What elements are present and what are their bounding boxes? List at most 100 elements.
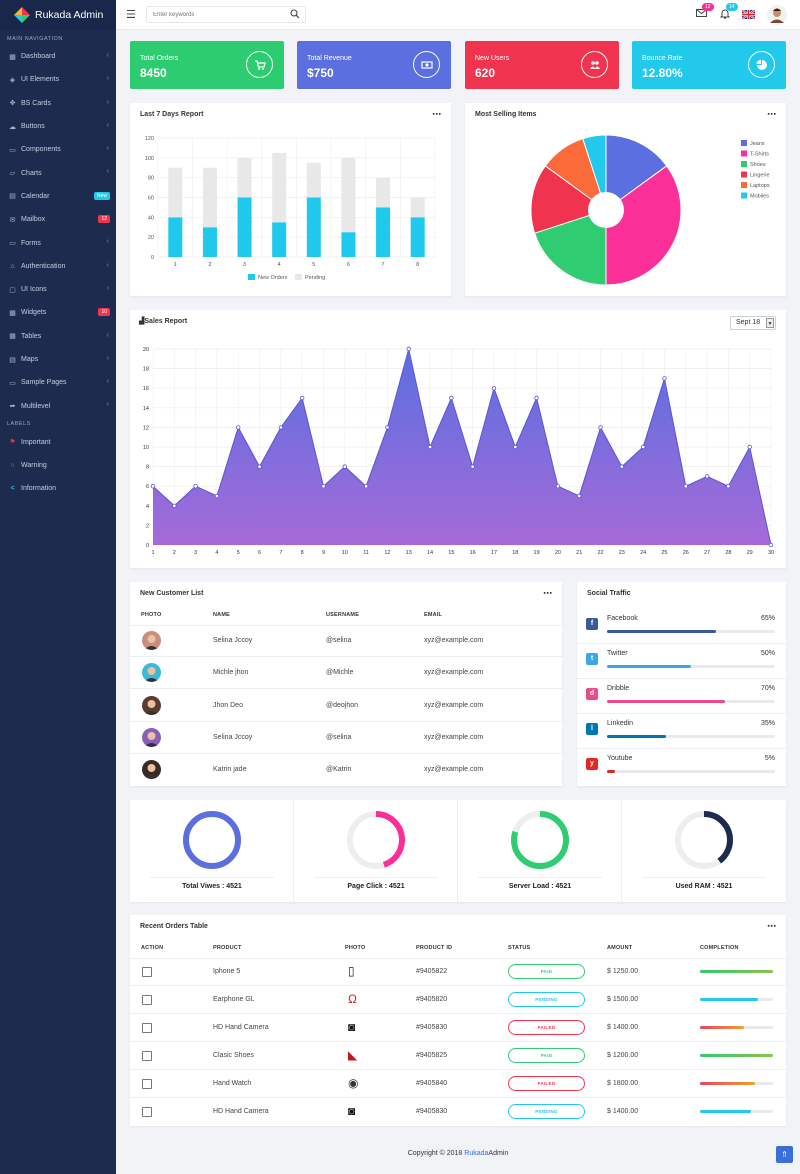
data-point[interactable] [449,395,454,401]
sidebar-item-tables[interactable]: ▦ Tables ‹ [0,325,116,348]
row-checkbox[interactable] [142,1107,152,1117]
data-point[interactable] [555,483,561,489]
customer-menu-icon[interactable]: ⋯ [543,588,552,598]
data-point[interactable] [406,346,411,352]
table-row[interactable]: Katrin jade @Katrin xyz@example.com [130,754,562,786]
bar-pending[interactable] [237,157,252,198]
customer-email[interactable]: xyz@example.com [424,637,484,644]
sidebar-item-calendar[interactable]: ▤ Calendar New [0,185,116,208]
row-checkbox[interactable] [142,1023,152,1033]
language-button[interactable] [741,9,756,21]
bar-pending[interactable] [410,197,425,218]
sidebar-item-components[interactable]: ▭ Components ‹ [0,138,116,161]
stat-card-bounce-rate[interactable]: Bounce Rate 12.80% [632,41,786,89]
sidebar-item-buttons[interactable]: ☁ Buttons ‹ [0,115,116,138]
data-point[interactable] [299,395,305,401]
customer-email[interactable]: xyz@example.com [424,701,484,709]
social-item-dribble[interactable]: d Dribble 70% [577,682,786,716]
selling-menu-icon[interactable]: ⋯ [767,109,776,119]
bar-pending[interactable] [272,152,287,223]
mail-button[interactable]: 12 [696,3,714,20]
stat-card-total-orders[interactable]: Total Orders 8450 [130,41,284,89]
bar-new-orders[interactable] [168,217,183,257]
social-item-twitter[interactable]: t Twitter 50% [577,647,786,681]
row-checkbox[interactable] [142,1079,152,1089]
period-select[interactable]: Sept 18 ▼ [730,316,776,330]
bar-new-orders[interactable] [237,197,252,258]
sidebar-item-maps[interactable]: ▤ Maps ‹ [0,348,116,371]
data-point[interactable] [363,483,369,489]
data-point[interactable] [257,464,262,469]
data-point[interactable] [385,425,390,430]
bar-pending[interactable] [341,157,356,233]
pie-slice-lingerie[interactable] [530,165,608,234]
customer-email[interactable]: xyz@example.com [424,733,484,741]
menu-toggle-icon[interactable]: ☰ [126,9,136,21]
sidebar-item-forms[interactable]: ▭ Forms ‹ [0,231,116,254]
data-point[interactable] [236,425,241,430]
data-point[interactable] [193,483,198,489]
data-point[interactable] [150,483,156,489]
data-point[interactable] [427,444,433,450]
data-point[interactable] [683,483,688,489]
row-checkbox[interactable] [142,1051,152,1061]
bar-new-orders[interactable] [272,222,287,257]
footer-brand-link[interactable]: Rukada [464,1150,489,1157]
table-row[interactable]: Selina Jccoy @selina xyz@example.com [130,625,562,657]
data-point[interactable] [747,444,752,450]
notification-button[interactable]: 14 [719,3,738,21]
sidebar-item-charts[interactable]: ▱ Charts ‹ [0,161,116,184]
data-point[interactable] [534,395,539,401]
bar-new-orders[interactable] [410,217,425,257]
table-row[interactable]: Jhon Deo @deojhon xyz@example.com [130,690,562,722]
label-item-important[interactable]: ⚑ Important [0,431,116,454]
search-icon[interactable] [290,9,300,19]
customer-email[interactable]: xyz@example.com [424,669,484,677]
table-row[interactable]: Michle jhon @Michle xyz@example.com [130,657,562,690]
bar-new-orders[interactable] [202,227,217,257]
data-point[interactable] [342,464,347,469]
pie-slice-t-shirts[interactable] [605,165,682,286]
bar-pending[interactable] [202,167,217,228]
brand[interactable]: Rukada Admin [0,0,116,30]
row-checkbox[interactable] [142,995,152,1005]
data-point[interactable] [278,425,284,430]
bar-pending[interactable] [168,167,183,218]
data-point[interactable] [640,444,646,450]
data-point[interactable] [513,444,518,450]
customer-email[interactable]: xyz@example.com [424,766,484,774]
bar-new-orders[interactable] [341,232,356,257]
bar-new-orders[interactable] [376,207,391,257]
social-item-facebook[interactable]: f Facebook 65% [577,612,786,646]
data-point[interactable] [704,474,710,479]
data-point[interactable] [321,483,326,489]
sidebar-item-multilevel[interactable]: ➦ Multilevel ‹ [0,394,116,417]
data-point[interactable] [768,542,774,548]
data-point[interactable] [172,503,177,508]
pie-slice-mobiles[interactable] [582,134,607,211]
report7-menu-icon[interactable]: ⋯ [432,109,441,119]
bar-pending[interactable] [376,177,391,208]
pie-slice-jeans[interactable] [605,134,668,211]
sidebar-item-mailbox[interactable]: ✉ Mailbox 12 [0,208,116,231]
sidebar-item-ui-icons[interactable]: ▢ UI Icons ‹ [0,278,116,301]
table-row[interactable]: Hand Watch ◉ #9405840 FAILED $ 1800.00 [130,1070,786,1098]
data-point[interactable] [470,464,475,469]
data-point[interactable] [662,376,667,381]
user-avatar[interactable] [767,5,787,27]
sidebar-item-sample-pages[interactable]: ▭ Sample Pages ‹ [0,371,116,394]
bar-new-orders[interactable] [306,197,321,258]
table-row[interactable]: Clasic Shoes ◣ #9405825 PAID $ 1200.00 [130,1042,786,1070]
data-point[interactable] [577,493,582,499]
social-item-linkedin[interactable]: l Linkedin 35% [577,717,786,751]
table-row[interactable]: HD Hand Camera ◙ #9405830 PENDING $ 1400.00 [130,1098,786,1126]
label-item-warning[interactable]: ○ Warning [0,454,116,477]
scroll-top-button[interactable]: ⇑ [776,1146,793,1163]
data-point[interactable] [619,464,625,469]
orders-menu-icon[interactable]: ⋯ [767,921,776,931]
stat-card-total-revenue[interactable]: Total Revenue $750 [297,41,451,89]
data-point[interactable] [214,493,220,499]
table-row[interactable]: Iphone 5 ▯ #9405822 PAID $ 1250.00 [130,958,786,986]
table-row[interactable]: Earphone GL Ω #9405820 PENDING $ 1500.00 [130,986,786,1014]
row-checkbox[interactable] [142,967,152,977]
